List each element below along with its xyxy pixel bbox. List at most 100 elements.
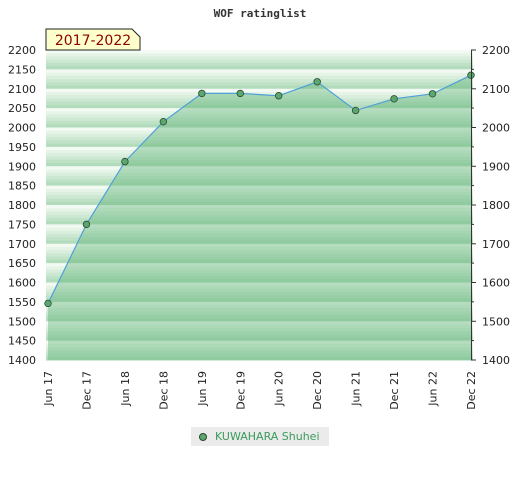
x-tick-label: Dec 21	[388, 371, 401, 410]
background-stripe	[46, 276, 473, 280]
background-stripe	[46, 211, 473, 216]
background-stripe	[46, 185, 473, 190]
background-stripe	[46, 201, 473, 206]
background-stripe	[46, 298, 473, 303]
x-tick-label: Jun 19	[196, 371, 209, 407]
background-stripe	[46, 259, 473, 264]
background-stripe	[46, 308, 473, 313]
background-stripe	[46, 182, 473, 187]
background-stripe	[46, 111, 473, 116]
background-stripe	[46, 150, 473, 154]
background-stripe	[46, 288, 473, 293]
background-stripe	[46, 169, 473, 174]
background-stripe	[46, 62, 473, 67]
background-stripe	[46, 104, 473, 109]
x-tick-label: Jun 20	[273, 371, 286, 407]
background-stripe	[46, 69, 473, 74]
y-tick-label-right: 1900	[482, 160, 510, 173]
background-stripe	[46, 179, 473, 183]
background-stripe	[46, 172, 473, 177]
y-tick-label-left: 1550	[8, 296, 36, 309]
background-stripe	[46, 279, 473, 284]
background-stripe	[46, 72, 473, 77]
chart-title: WOF ratinglist	[214, 7, 307, 20]
y-tick-label-left: 1600	[8, 277, 36, 290]
y-tick-label-right: 2100	[482, 83, 510, 96]
background-stripe	[46, 272, 473, 277]
x-tick-label: Jun 18	[119, 371, 132, 407]
period-badge: 2017-2022	[45, 28, 141, 51]
legend: KUWAHARA Shuhei	[191, 427, 329, 446]
background-stripe	[46, 91, 473, 96]
y-tick-label-left: 1900	[8, 160, 36, 173]
y-tick-label-left: 1750	[8, 218, 36, 231]
background-stripe	[46, 50, 473, 54]
background-stripe	[46, 263, 473, 267]
background-stripe	[46, 337, 473, 342]
background-stripe	[46, 243, 473, 248]
background-stripe	[46, 88, 473, 93]
background-stripe	[46, 214, 473, 219]
background-stripe	[46, 256, 473, 261]
x-tick-label: Jun 21	[350, 371, 363, 407]
background-stripe	[46, 82, 473, 87]
background-stripe	[46, 314, 473, 319]
background-stripe	[46, 117, 473, 122]
background-stripe	[46, 227, 473, 232]
y-tick-label-left: 1850	[8, 180, 36, 193]
data-point	[44, 299, 52, 308]
background-stripe	[46, 159, 473, 164]
series-line-layer	[47, 74, 472, 304]
background-stripe	[46, 230, 473, 235]
y-tick-label-left: 2050	[8, 102, 36, 115]
background-stripe	[46, 146, 473, 151]
background-stripe	[46, 292, 473, 297]
data-point	[275, 92, 283, 100]
background-stripe	[46, 75, 473, 80]
data-point	[313, 78, 321, 86]
background-stripe	[46, 188, 473, 193]
period-badge-label: 2017-2022	[55, 33, 131, 49]
y-tick-label-right: 2000	[482, 122, 510, 135]
background-stripe	[46, 282, 473, 287]
background-stripe	[46, 240, 473, 245]
y-tick-label-left: 2200	[8, 44, 36, 57]
data-point	[236, 89, 244, 98]
background-stripe	[46, 305, 473, 309]
background-stripe	[46, 330, 473, 335]
data-point	[121, 157, 129, 166]
background-stripe	[46, 318, 473, 322]
background-stripe	[46, 153, 473, 158]
background-stripe	[46, 133, 473, 138]
x-tick-label: Jun 22	[427, 371, 440, 407]
legend-series-name: KUWAHARA Shuhei	[215, 430, 320, 443]
y-tick-label-right: 1500	[482, 315, 510, 328]
background-stripe	[46, 250, 473, 255]
background-stripe	[46, 217, 473, 222]
data-point	[82, 220, 91, 229]
y-tick-label-left: 1400	[8, 354, 36, 367]
background-stripe	[46, 311, 473, 316]
x-tick-label: Dec 18	[157, 371, 170, 410]
background-stripe	[46, 301, 473, 306]
y-tick-label-right: 1400	[482, 354, 510, 367]
x-tick-label: Dec 19	[234, 371, 247, 410]
background-stripe	[46, 340, 473, 345]
background-stripe	[46, 285, 473, 290]
background-stripe	[46, 221, 473, 225]
background-stripe	[46, 108, 473, 112]
background-stripe	[46, 101, 473, 106]
background-stripe	[46, 140, 473, 145]
background-stripe	[46, 334, 473, 338]
background-stripe	[46, 130, 473, 135]
background-stripe	[46, 224, 473, 229]
background-stripe	[46, 79, 473, 83]
background-stripe	[46, 163, 473, 167]
y-tick-label-left: 2150	[8, 63, 36, 76]
background-stripe	[46, 234, 473, 238]
period-badge-shape	[45, 28, 141, 51]
background-stripe	[46, 124, 473, 129]
background-stripe	[46, 175, 473, 180]
background-stripe	[46, 98, 473, 103]
